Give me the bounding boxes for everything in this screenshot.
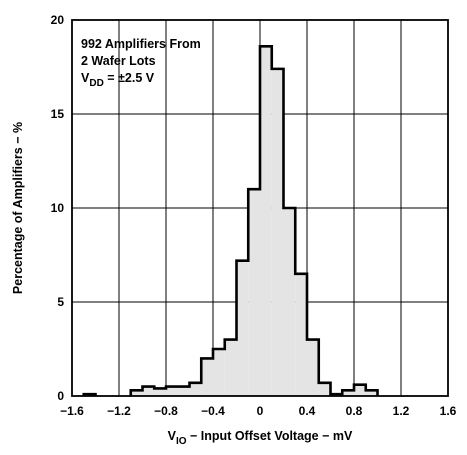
annotation-vdd-value: = ±2.5 V: [104, 71, 155, 85]
x-tick-label: −0.4: [201, 404, 225, 418]
histogram-bar: [295, 273, 307, 396]
annotation: 992 Amplifiers From 2 Wafer Lots VDD = ±…: [81, 37, 201, 89]
histogram-bar: [307, 339, 319, 396]
histogram-bar: [177, 386, 190, 396]
annotation-vdd-symbol: V: [81, 71, 90, 85]
histogram-bar: [130, 390, 143, 396]
histogram-bar: [189, 382, 202, 396]
outline-layer: [82, 45, 379, 396]
y-tick-label: 20: [51, 13, 65, 27]
histogram-bar: [154, 388, 166, 396]
histogram-bar: [248, 189, 260, 396]
histogram-bar: [213, 349, 225, 396]
histogram-bar: [354, 384, 366, 396]
x-tick-label: 1.2: [393, 404, 410, 418]
x-tick-label: 0.8: [346, 404, 363, 418]
histogram-bar: [236, 260, 249, 396]
annotation-line-2: 2 Wafer Lots: [81, 54, 156, 68]
y-axis-title: Percentage of Amplifiers − %: [11, 122, 25, 294]
x-tick-label: −1.6: [60, 404, 84, 418]
x-tick-label: 0: [257, 404, 264, 418]
histogram-bar: [224, 339, 237, 396]
histogram-bar: [271, 68, 284, 396]
x-axis-title-subscript: IO: [176, 436, 187, 447]
ticks-layer: −1.6 −1.2 −0.8 −0.4 0 0.4 0.8 1.2 1.6 0 5 10 15 20: [51, 13, 457, 418]
histogram-bar: [142, 386, 155, 396]
histogram-bar: [365, 390, 378, 396]
bars-layer: [83, 46, 378, 396]
y-tick-label: 0: [57, 389, 64, 403]
x-tick-label: 1.6: [440, 404, 457, 418]
x-axis-title-symbol: V: [168, 429, 177, 443]
histogram-bar: [201, 358, 213, 396]
y-tick-label: 5: [57, 295, 64, 309]
x-axis-title-text: − Input Offset Voltage − mV: [187, 429, 353, 443]
histogram-bar: [342, 390, 354, 396]
y-tick-label: 10: [51, 201, 65, 215]
x-tick-label: 0.4: [299, 404, 316, 418]
annotation-vdd-subscript: DD: [89, 78, 103, 89]
histogram-bar: [283, 208, 296, 396]
plot-frame: [71, 19, 449, 397]
histogram-bar: [260, 46, 272, 396]
x-tick-label: −1.2: [107, 404, 131, 418]
histogram-bar: [318, 382, 331, 396]
annotation-line-1: 992 Amplifiers From: [81, 37, 201, 51]
y-tick-label: 15: [51, 107, 65, 121]
x-tick-label: −0.8: [154, 404, 178, 418]
histogram-outline: [82, 45, 379, 396]
histogram-bar: [166, 386, 178, 396]
annotation-line-3: VDD = ±2.5 V: [81, 71, 155, 89]
x-axis-title: VIO − Input Offset Voltage − mV: [168, 429, 353, 447]
